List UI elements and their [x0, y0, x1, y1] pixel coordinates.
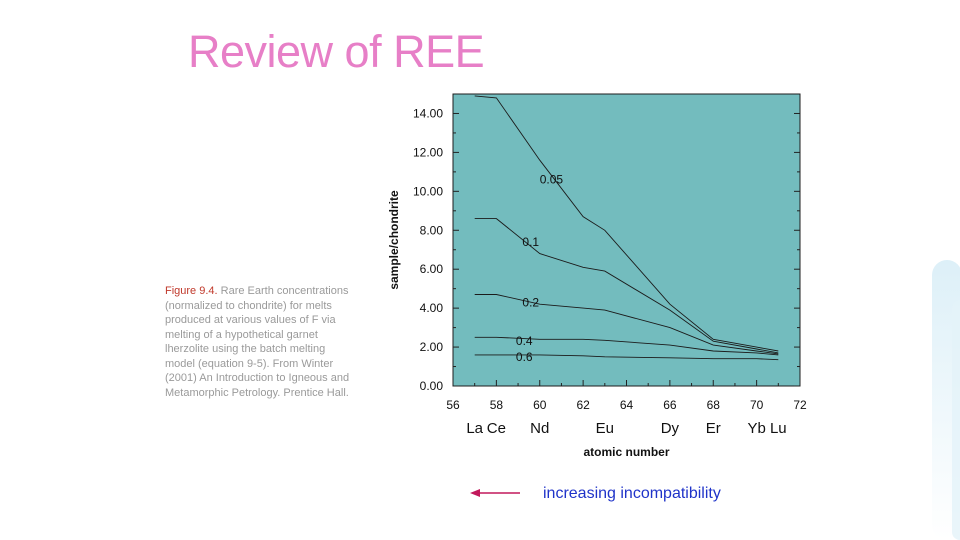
- x-tick-label: 62: [576, 398, 590, 412]
- y-tick-label: 2.00: [420, 340, 444, 354]
- series-line-0.2: [474, 294, 779, 355]
- series-label-0.05: 0.05: [540, 173, 564, 187]
- series-line-0.4: [474, 336, 779, 356]
- caption-figure-number: Figure 9.4.: [165, 285, 218, 297]
- y-axis-label: sample/chondrite: [387, 190, 401, 290]
- element-label-dy: Dy: [661, 420, 680, 437]
- x-tick-label: 56: [446, 398, 460, 412]
- x-tick-label: 72: [793, 398, 807, 412]
- element-label-ce: Ce: [487, 420, 506, 437]
- y-tick-label: 4.00: [420, 301, 444, 315]
- element-label-yb: Yb: [747, 420, 765, 437]
- x-axis-label: atomic number: [583, 445, 669, 459]
- y-tick-label: 10.00: [413, 184, 443, 198]
- element-label-er: Er: [706, 420, 721, 437]
- series-line-0.1: [474, 218, 779, 354]
- series-label-0.1: 0.1: [522, 235, 539, 249]
- x-tick-label: 64: [620, 398, 634, 412]
- decorative-stripes: [932, 260, 960, 540]
- y-tick-label: 14.00: [413, 106, 443, 120]
- incompatibility-arrow-head: [470, 489, 480, 497]
- series-label-0.6: 0.6: [516, 350, 533, 364]
- y-tick-label: 0.00: [420, 379, 444, 393]
- y-tick-label: 6.00: [420, 262, 444, 276]
- caption-text: Rare Earth concentrations (normalized to…: [165, 285, 350, 399]
- plot-area: [452, 93, 801, 387]
- element-label-eu: Eu: [596, 420, 614, 437]
- slide-title: Review of REE: [188, 26, 485, 77]
- incompatibility-label: increasing incompatibility: [543, 485, 721, 502]
- series-label-0.4: 0.4: [516, 334, 533, 348]
- x-tick-label: 58: [490, 398, 504, 412]
- figure-caption: Figure 9.4. Rare Earth concentrations (n…: [165, 284, 357, 400]
- series-label-0.2: 0.2: [522, 295, 539, 309]
- element-label-la: La: [466, 420, 483, 437]
- x-tick-label: 70: [750, 398, 764, 412]
- y-tick-label: 8.00: [420, 223, 444, 237]
- element-label-lu: Lu: [770, 420, 787, 437]
- series-line-0.05: [474, 95, 779, 352]
- x-tick-label: 68: [707, 398, 721, 412]
- y-tick-label: 12.00: [413, 145, 443, 159]
- series-line-0.6: [474, 354, 779, 361]
- element-label-nd: Nd: [530, 420, 549, 437]
- x-tick-label: 66: [663, 398, 677, 412]
- x-tick-label: 60: [533, 398, 547, 412]
